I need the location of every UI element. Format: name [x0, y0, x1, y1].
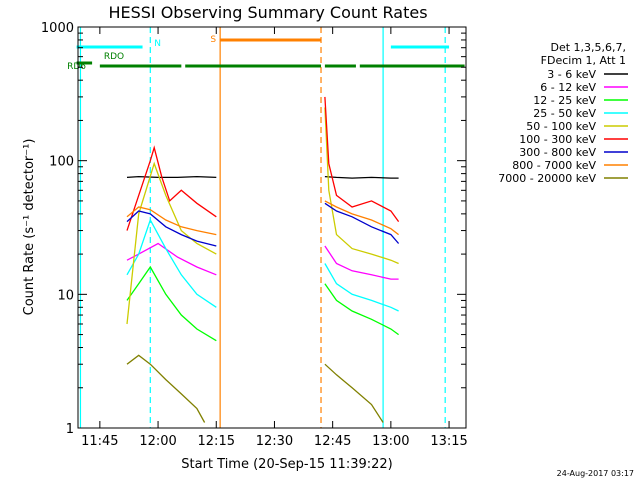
series-50-100-kev-seg-1	[324, 107, 399, 265]
series-50-100-kev-seg-0	[126, 161, 217, 325]
y-tick-label-1000: 1000	[41, 21, 74, 36]
legend-label-100-300-kev: 100 - 300 keV	[519, 133, 596, 146]
x-tick-label-12-30: 12:30	[256, 434, 293, 449]
y-tick-label-1: 1	[66, 422, 74, 437]
x-tick-label-12-15: 12:15	[198, 434, 235, 449]
series-25-50-kev-seg-0	[126, 218, 217, 308]
series-800-7000-kev-seg-1	[324, 200, 399, 236]
legend-label-7000-20000-kev: 7000 - 20000 keV	[498, 172, 596, 185]
chart-title: HESSI Observing Summary Count Rates	[108, 3, 427, 22]
y-tick-label-10: 10	[57, 288, 74, 303]
x-tick-label-12-45: 12:45	[314, 434, 351, 449]
series-800-7000-kev-seg-0	[126, 206, 217, 236]
flag-label-n: N	[154, 39, 161, 49]
legend-label-6-12-kev: 6 - 12 keV	[540, 81, 596, 94]
series-12-25-kev-seg-0	[126, 265, 217, 342]
y-tick-label-100: 100	[49, 155, 74, 170]
series-300-800-kev-seg-1	[324, 202, 400, 244]
series-100-300-kev-seg-0	[126, 145, 217, 231]
x-tick-label-12-00: 12:00	[139, 434, 176, 449]
legend-label-800-7000-kev: 800 - 7000 keV	[512, 159, 596, 172]
plot-frame	[77, 26, 467, 429]
flag-label-rd6: RD6	[67, 62, 86, 72]
series-7000-20000-kev-seg-1	[324, 363, 384, 423]
series-12-25-kev-seg-1	[324, 283, 399, 336]
series-100-300-kev-seg-1	[324, 96, 400, 222]
legend-header-0: Det 1,3,5,6,7,	[550, 41, 626, 54]
x-axis-label: Start Time (20-Sep-15 11:39:22)	[181, 457, 392, 472]
x-tick-label-13-15: 13:15	[430, 434, 467, 449]
x-tick-label-13-00: 13:00	[372, 434, 409, 449]
legend-label-12-25-kev: 12 - 25 keV	[533, 94, 596, 107]
legend: Det 1,3,5,6,7,FDecim 1, Att 13 - 6 keV6 …	[498, 41, 628, 185]
legend-label-25-50-kev: 25 - 50 keV	[533, 107, 596, 120]
series-3-6-kev-seg-1	[324, 175, 399, 179]
legend-label-300-800-kev: 300 - 800 keV	[519, 146, 596, 159]
legend-header-1: FDecim 1, Att 1	[541, 54, 626, 67]
flag-label-s: S	[210, 35, 216, 45]
series-7000-20000-kev-seg-0	[126, 354, 206, 423]
series-25-50-kev-seg-1	[324, 263, 399, 312]
y-axis-label: Count Rate (s⁻¹ detector⁻¹)	[22, 139, 37, 316]
series-6-12-kev-seg-0	[126, 242, 217, 276]
legend-label-3-6-kev: 3 - 6 keV	[547, 68, 596, 81]
series-6-12-kev-seg-1	[324, 245, 399, 280]
series-3-6-kev-seg-0	[126, 175, 217, 179]
legend-label-50-100-kev: 50 - 100 keV	[526, 120, 596, 133]
timestamp: 24-Aug-2017 03:17	[557, 469, 634, 478]
flag-label-rdo: RDO	[104, 52, 124, 62]
series-300-800-kev-seg-0	[126, 210, 217, 247]
x-tick-label-11-45: 11:45	[81, 434, 118, 449]
